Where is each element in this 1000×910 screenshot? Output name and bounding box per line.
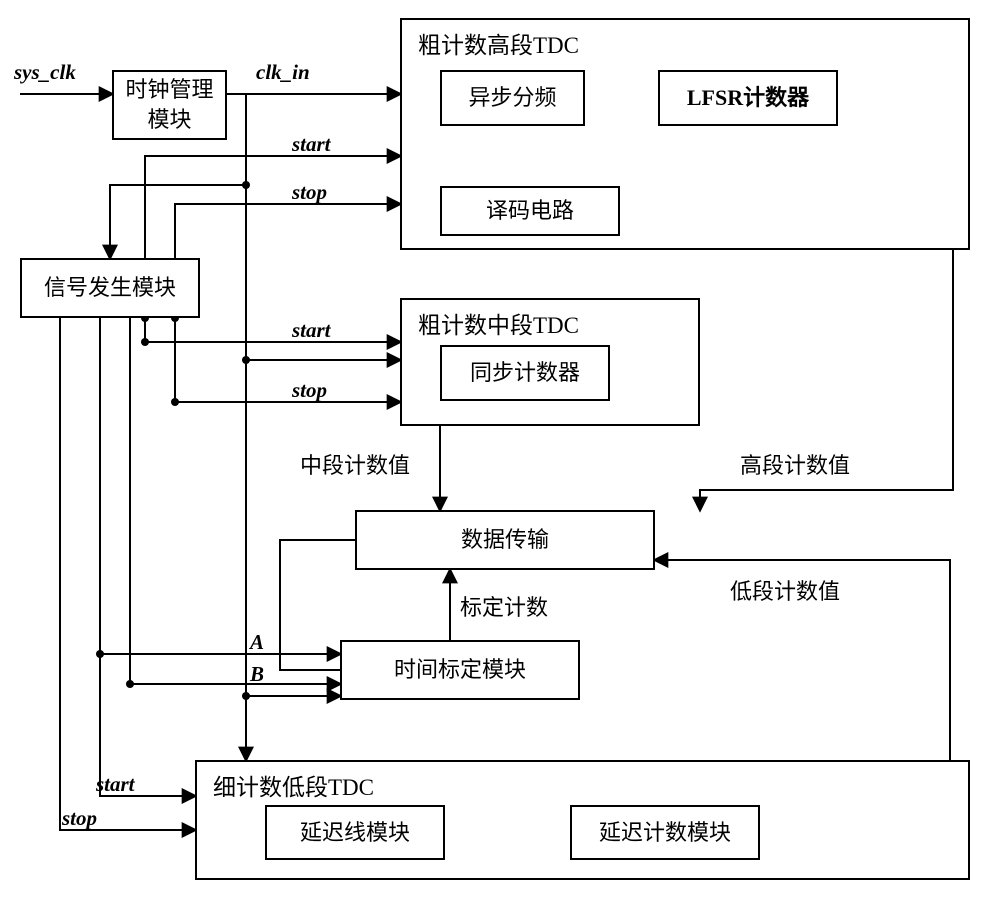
signal-A: A [250, 630, 264, 655]
signal-mid-val: 中段计数值 [300, 448, 410, 480]
high-tdc-title: 粗计数高段TDC [418, 26, 579, 60]
junction-dot [141, 338, 149, 346]
edge-sig-start2 [145, 318, 400, 342]
edge-sig-B [130, 318, 340, 684]
sync-counter: 同步计数器 [440, 345, 610, 401]
signal-calib-cnt: 标定计数 [460, 590, 548, 622]
signal-start1: start [292, 132, 331, 157]
edge-sig-A [100, 318, 340, 654]
data-transfer-label: 数据传输 [461, 525, 549, 555]
decoder-circuit-label: 译码电路 [486, 196, 574, 226]
junction-dot [242, 692, 250, 700]
delay-count-module: 延迟计数模块 [570, 805, 760, 860]
low-tdc-title: 细计数低段TDC [213, 768, 374, 802]
delay-count-module-label: 延迟计数模块 [599, 818, 731, 848]
delay-line-module-label: 延迟线模块 [300, 818, 410, 848]
delay-line-module: 延迟线模块 [265, 805, 445, 860]
signal-start3: start [96, 772, 135, 797]
signal-stop3: stop [62, 806, 97, 831]
junction-dot [242, 181, 250, 189]
async-freq-divider-label: 异步分频 [468, 83, 556, 113]
sync-counter-label: 同步计数器 [470, 358, 580, 388]
junction-dot [171, 398, 179, 406]
signal-sys-clk: sys_clk [14, 60, 76, 85]
signal-stop2: stop [292, 378, 327, 403]
edge-sig-stop1 [175, 204, 400, 318]
signal-clk-in: clk_in [256, 60, 310, 85]
clock-management-module-label: 时钟管理 模块 [125, 75, 213, 134]
junction-dot [126, 680, 134, 688]
decoder-circuit: 译码电路 [440, 186, 620, 236]
data-transfer: 数据传输 [355, 510, 655, 570]
signal-B: B [250, 662, 264, 687]
lfsr-counter-label: LFSR计数器 [687, 83, 809, 113]
signal-generator-module-label: 信号发生模块 [44, 273, 176, 303]
junction-dot [242, 356, 250, 364]
time-calibration-module: 时间标定模块 [340, 640, 580, 700]
signal-high-val: 高段计数值 [740, 448, 850, 480]
signal-start2: start [292, 318, 331, 343]
signal-low-val: 低段计数值 [730, 574, 840, 606]
clock-management-module: 时钟管理 模块 [112, 70, 227, 140]
async-freq-divider: 异步分频 [440, 70, 585, 126]
lfsr-counter: LFSR计数器 [658, 70, 838, 126]
signal-stop1: stop [292, 180, 327, 205]
mid-tdc-title: 粗计数中段TDC [418, 306, 579, 340]
time-calibration-module-label: 时间标定模块 [394, 655, 526, 685]
edge-clk-to-signal [110, 185, 246, 258]
signal-generator-module: 信号发生模块 [20, 258, 200, 318]
